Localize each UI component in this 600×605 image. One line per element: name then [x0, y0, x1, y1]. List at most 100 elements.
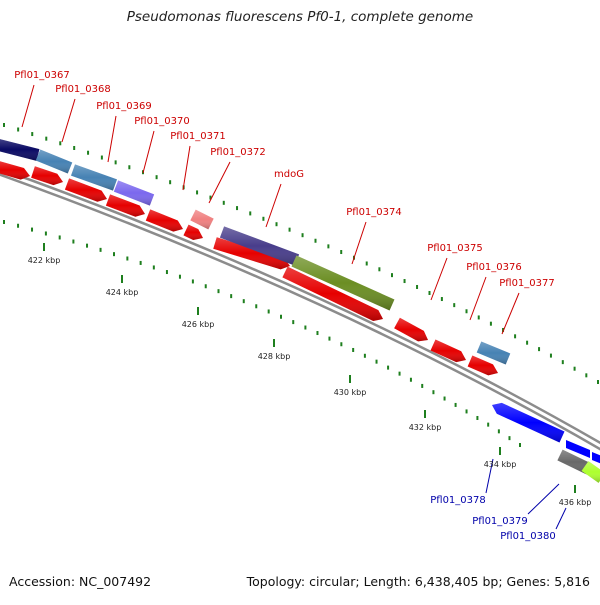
upper-tick — [288, 227, 291, 232]
cds-arrow-shade — [64, 178, 107, 202]
cds-arrow-shade — [467, 355, 498, 376]
lower-tick — [178, 274, 181, 279]
gene-label: Pfl01_0371 — [170, 131, 226, 142]
lower-tick — [375, 359, 378, 364]
lower-tick — [465, 409, 468, 414]
gene-bar-shade — [35, 149, 73, 174]
gene-label: Pfl01_0377 — [499, 278, 555, 289]
accession-text: Accession: NC_007492 — [9, 574, 152, 589]
gene-bar-shade — [190, 209, 214, 230]
gene-label: Pfl01_0375 — [427, 243, 483, 254]
major-tick — [273, 339, 275, 347]
upper-tick — [314, 238, 317, 243]
cds-features — [0, 161, 498, 376]
major-tick — [43, 243, 45, 251]
upper-tick — [453, 303, 456, 308]
gene-leader-line — [555, 507, 567, 530]
lower-tick — [421, 383, 424, 388]
upper-tick — [585, 373, 588, 378]
gene-bar-reverse — [592, 452, 600, 464]
lower-tick — [328, 336, 331, 341]
gene-leader-line — [142, 130, 155, 174]
upper-tick — [390, 273, 393, 278]
cds-arrow-shade — [394, 317, 428, 342]
backbone-inner — [0, 170, 600, 448]
gene-leader-line — [61, 98, 76, 143]
upper-tick — [45, 136, 48, 141]
backbone-outer — [0, 167, 600, 451]
gene-bar-shade — [70, 164, 118, 191]
lower-tick — [217, 289, 220, 294]
upper-tick — [549, 353, 552, 358]
gene-bar-shade — [581, 461, 600, 483]
major-tick — [121, 275, 123, 283]
genome-backbone — [0, 167, 600, 451]
upper-tick — [514, 334, 517, 339]
lower-tick — [352, 347, 355, 352]
gene-leader-line — [21, 84, 35, 128]
scale-label: 430 kbp — [334, 388, 367, 397]
scale-label: 432 kbp — [409, 423, 442, 432]
lower-tick — [508, 436, 511, 441]
upper-tick — [100, 155, 103, 160]
upper-tick — [365, 261, 368, 266]
scale-ticks — [3, 123, 599, 493]
major-tick — [424, 410, 426, 418]
lower-tick — [363, 353, 366, 358]
gene-label: Pfl01_0368 — [55, 84, 111, 95]
gene-bar-shade — [291, 255, 395, 311]
lower-tick — [398, 371, 401, 376]
cds-arrow-shade — [282, 266, 383, 321]
genome-stats-text: Topology: circular; Length: 6,438,405 bp… — [246, 574, 590, 589]
upper-tick — [31, 132, 34, 137]
upper-tick — [502, 327, 505, 332]
gene-label: Pfl01_0376 — [466, 262, 522, 273]
lower-tick — [340, 342, 343, 347]
major-tick — [574, 485, 576, 493]
upper-tick — [378, 267, 381, 272]
upper-tick — [477, 315, 480, 320]
gene-bar-reverse — [566, 440, 590, 458]
gene-leader-line — [527, 483, 560, 515]
upper-tick — [17, 127, 20, 132]
lower-tick — [44, 231, 47, 236]
lower-tick — [304, 325, 307, 330]
cds-arrow-shade — [31, 166, 63, 186]
lower-tick — [113, 252, 116, 257]
lower-tick — [443, 396, 446, 401]
gene-leader-line — [265, 183, 282, 228]
lower-tick — [267, 309, 270, 314]
cds-arrow-shade — [213, 237, 290, 270]
upper-tick — [87, 150, 90, 155]
gene-bar-shade — [492, 402, 565, 443]
upper-tick — [440, 297, 443, 302]
lower-tick — [31, 227, 34, 232]
gene-bar-shade — [219, 226, 300, 266]
lower-tick — [476, 415, 479, 420]
major-tick — [499, 447, 501, 455]
lower-tick — [191, 279, 194, 284]
scale-label: 428 kbp — [258, 352, 291, 361]
scale-label: 422 kbp — [28, 256, 61, 265]
lower-tick — [497, 429, 500, 434]
gene-bar-shade — [113, 180, 155, 206]
upper-tick — [428, 290, 431, 295]
lower-tick — [487, 422, 490, 427]
lower-tick — [165, 270, 168, 275]
lower-tick — [519, 443, 521, 447]
lower-tick — [86, 243, 89, 248]
upper-tick — [573, 366, 576, 371]
scale-label: 426 kbp — [182, 320, 215, 329]
gene-bar-shade — [0, 139, 40, 161]
gene-leader-line — [107, 115, 117, 163]
upper-tick — [73, 145, 76, 150]
lower-tick — [387, 365, 390, 370]
major-tick — [349, 375, 351, 383]
gene-leader-line — [182, 145, 191, 191]
lower-tick — [280, 314, 282, 319]
upper-tick — [196, 190, 199, 195]
gene-leader-line — [351, 221, 367, 265]
upper-tick — [465, 309, 468, 314]
